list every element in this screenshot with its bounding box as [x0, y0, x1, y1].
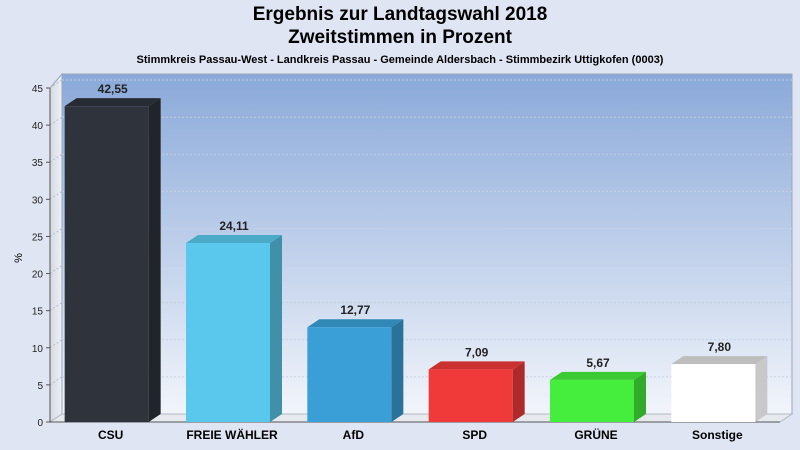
bar-side [270, 235, 282, 422]
bar-sonstige[interactable] [671, 356, 768, 422]
x-tick-label: GRÜNE [574, 427, 617, 442]
bar-top [428, 361, 525, 370]
bar-front [307, 327, 392, 422]
bar-grüne[interactable] [550, 371, 646, 422]
gridline [49, 376, 63, 386]
bar-front [671, 364, 756, 422]
y-tick-label: 30 [32, 195, 44, 206]
gridline [49, 265, 63, 274]
x-tick-label: AfD [343, 428, 365, 442]
chart-title-line2: Zweitstimmen in Prozent [288, 27, 512, 48]
bar-csu[interactable] [64, 98, 161, 422]
gridline [49, 153, 63, 163]
bar-afd[interactable] [307, 319, 404, 422]
y-tick-label: 15 [32, 307, 44, 318]
gridline [49, 302, 63, 312]
bar-front [550, 379, 634, 422]
bar-side [391, 319, 404, 422]
y-tick-label: 0 [37, 418, 43, 429]
y-tick-label: 20 [32, 270, 44, 281]
bar-top [550, 371, 646, 380]
bar-top [307, 319, 404, 328]
bar-spd[interactable] [428, 361, 525, 422]
bar-front [428, 369, 513, 422]
left-wall [49, 72, 63, 423]
y-tick-label: 40 [32, 121, 44, 132]
data-label: 7,80 [708, 340, 732, 354]
data-label: 5,67 [586, 356, 610, 370]
data-label: 12,77 [340, 303, 370, 317]
plot-area [61, 73, 793, 415]
bar-front [186, 243, 270, 422]
bar-side [148, 98, 161, 422]
bar-freie-wähler[interactable] [186, 235, 282, 422]
bar-top [64, 98, 161, 107]
chart-title: Ergebnis zur Landtagswahl 2018 [252, 4, 548, 25]
gridline [49, 79, 63, 89]
bar-front [64, 106, 149, 422]
x-tick-label: Sonstige [692, 428, 743, 442]
bar-side [512, 361, 525, 422]
data-label: 42,55 [98, 82, 128, 96]
y-tick-label: 5 [37, 381, 43, 392]
x-tick-label: CSU [98, 428, 123, 442]
bar-side [634, 371, 646, 422]
x-tick-label: FREIE WÄHLER [186, 427, 278, 442]
y-tick-label: 10 [32, 344, 44, 355]
y-axis-label: % [13, 253, 25, 263]
data-label: 7,09 [465, 345, 489, 359]
bar-top [671, 356, 768, 365]
y-tick-label: 45 [32, 84, 44, 95]
y-tick-label: 25 [32, 232, 44, 243]
gridline [49, 228, 63, 237]
gridline [49, 339, 63, 349]
x-tick-label: SPD [462, 428, 487, 442]
gridline [49, 116, 63, 126]
gridline [49, 190, 63, 200]
data-label: 24,11 [219, 219, 249, 233]
bar-side [755, 356, 768, 422]
y-tick-label: 35 [32, 158, 44, 169]
chart-subtitle: Stimmkreis Passau-West - Landkreis Passa… [136, 54, 664, 66]
bar-top [186, 235, 282, 244]
